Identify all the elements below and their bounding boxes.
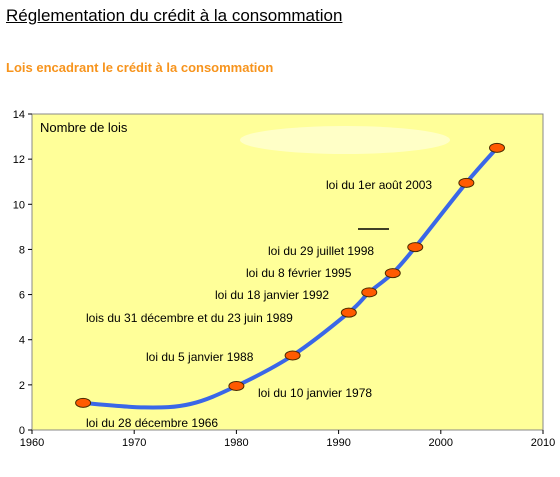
law-marker bbox=[361, 287, 378, 298]
y-tick-label: 10 bbox=[13, 199, 25, 211]
x-tick-label: 1960 bbox=[20, 437, 44, 449]
y-tick-label: 2 bbox=[19, 380, 25, 392]
law-marker bbox=[340, 307, 357, 318]
law-label: loi du 28 décembre 1966 bbox=[86, 416, 218, 430]
law-label: lois du 31 décembre et du 23 juin 1989 bbox=[86, 311, 293, 325]
y-axis-label: Nombre de lois bbox=[40, 120, 128, 135]
law-marker bbox=[407, 242, 424, 253]
x-tick-label: 1970 bbox=[122, 437, 146, 449]
series-group bbox=[75, 142, 506, 410]
law-marker bbox=[75, 397, 92, 408]
x-tick-label: 2000 bbox=[429, 437, 453, 449]
law-label: loi du 10 janvier 1978 bbox=[258, 386, 372, 400]
law-label: loi du 1er août 2003 bbox=[326, 178, 432, 192]
y-tick-label: 8 bbox=[19, 244, 25, 256]
law-marker bbox=[489, 142, 506, 153]
chart-section-title: Lois encadrant le crédit à la consommati… bbox=[6, 60, 274, 75]
x-tick-label: 1990 bbox=[326, 437, 350, 449]
law-label: loi du 8 février 1995 bbox=[246, 266, 352, 280]
page-title: Réglementation du crédit à la consommati… bbox=[6, 6, 343, 25]
y-tick-label: 4 bbox=[19, 335, 25, 347]
law-marker bbox=[384, 268, 401, 279]
highlight-decoration bbox=[240, 126, 450, 154]
plot-area bbox=[31, 113, 544, 431]
law-marker bbox=[458, 177, 475, 188]
chart-axes: 0 2 4 6 8 10 12 14 1960 1970 1980 1990 2000 2010 bbox=[13, 109, 555, 449]
law-label: loi du 5 janvier 1988 bbox=[146, 350, 254, 364]
law-marker bbox=[228, 380, 245, 391]
law-label: loi du 29 juillet 1998 bbox=[268, 244, 374, 258]
y-tick-label: 0 bbox=[19, 425, 25, 437]
x-tick-label: 1980 bbox=[224, 437, 248, 449]
y-tick-label: 6 bbox=[19, 290, 25, 302]
x-tick-label: 2010 bbox=[531, 437, 555, 449]
law-marker bbox=[284, 350, 301, 361]
y-tick-label: 14 bbox=[13, 109, 25, 121]
y-tick-label: 12 bbox=[13, 154, 25, 166]
law-label: loi du 18 janvier 1992 bbox=[215, 288, 329, 302]
annotation-group: loi du 28 décembre 1966 loi du 10 janvier… bbox=[86, 178, 432, 430]
